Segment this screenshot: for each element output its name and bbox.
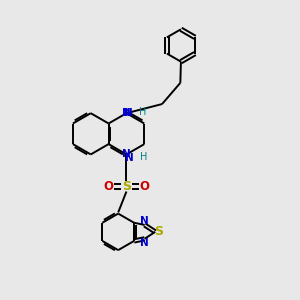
Text: S: S <box>154 225 163 239</box>
Text: O: O <box>103 180 113 193</box>
Text: O: O <box>140 180 150 193</box>
Text: N: N <box>122 108 131 118</box>
Text: N: N <box>122 149 131 159</box>
Text: N: N <box>140 215 148 226</box>
Text: N: N <box>140 238 148 248</box>
Text: N: N <box>125 153 134 163</box>
Text: S: S <box>122 180 131 193</box>
Text: N: N <box>124 108 132 118</box>
Text: H: H <box>139 107 146 117</box>
Text: H: H <box>140 152 148 162</box>
